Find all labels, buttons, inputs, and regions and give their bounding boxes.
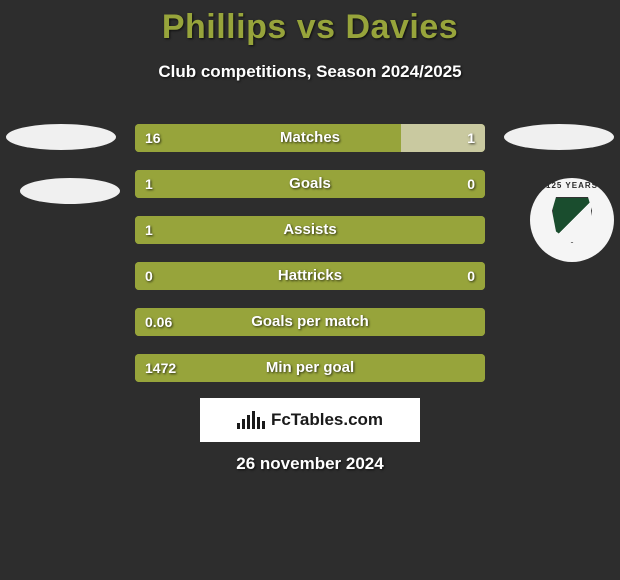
stat-row: 00Hattricks xyxy=(135,262,485,290)
logo-bars-icon xyxy=(237,411,265,429)
club-left-badge-placeholder xyxy=(20,178,120,204)
stat-label: Hattricks xyxy=(135,262,485,290)
stat-label: Goals xyxy=(135,170,485,198)
fctables-logo: FcTables.com xyxy=(200,398,420,442)
stat-row: 1Assists xyxy=(135,216,485,244)
stat-row: 161Matches xyxy=(135,124,485,152)
subtitle: Club competitions, Season 2024/2025 xyxy=(0,62,620,82)
stat-row: 0.06Goals per match xyxy=(135,308,485,336)
vs-text: vs xyxy=(297,8,336,46)
stats-bars: 161Matches 10Goals 1Assists 00Hattricks 0.06… xyxy=(135,124,485,400)
logo-text: FcTables.com xyxy=(271,410,383,430)
club-right-badge: 125 YEARS xyxy=(530,178,614,262)
badge-arc-text: 125 YEARS xyxy=(546,182,598,191)
shield-icon xyxy=(552,197,592,243)
player-left-photo-placeholder xyxy=(6,124,116,150)
stat-label: Goals per match xyxy=(135,308,485,336)
stat-label: Min per goal xyxy=(135,354,485,382)
infographic-canvas: Phillips vs Davies Club competitions, Se… xyxy=(0,0,620,580)
player-left-name: Phillips xyxy=(162,8,287,46)
stat-row: 10Goals xyxy=(135,170,485,198)
stat-label: Assists xyxy=(135,216,485,244)
player-right-name: Davies xyxy=(346,8,459,46)
stat-label: Matches xyxy=(135,124,485,152)
page-title: Phillips vs Davies xyxy=(0,8,620,47)
date-text: 26 november 2024 xyxy=(0,454,620,474)
player-right-photo-placeholder xyxy=(504,124,614,150)
stat-row: 1472Min per goal xyxy=(135,354,485,382)
